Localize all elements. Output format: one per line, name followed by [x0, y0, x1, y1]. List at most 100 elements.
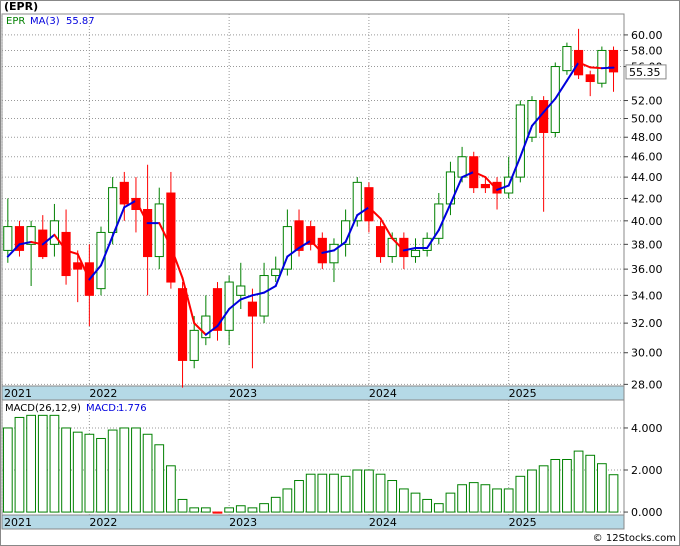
- x-tick-label: 2024: [369, 516, 397, 529]
- x-tick-label: 2022: [89, 387, 117, 400]
- macd-bar: [562, 458, 572, 513]
- candle-body: [212, 288, 223, 331]
- macd-bar: [375, 473, 386, 513]
- price-panel: [1, 13, 625, 387]
- candle-body: [247, 301, 258, 317]
- ma-line: [321, 249, 335, 254]
- macd-bar: [550, 458, 561, 513]
- macd-bar: [26, 414, 36, 513]
- macd-bar: [457, 484, 467, 513]
- macd-bar: [329, 473, 339, 513]
- candle-body: [49, 220, 59, 245]
- candle-body: [259, 275, 269, 317]
- ma-line: [216, 308, 231, 328]
- candle-body: [422, 237, 432, 251]
- y-tick-label: 40.00: [631, 215, 663, 228]
- ma-line: [565, 61, 580, 82]
- legend-entry: EPR: [6, 16, 25, 27]
- candle-body: [166, 192, 176, 283]
- macd-bar: [294, 480, 304, 513]
- ma-line: [263, 284, 277, 294]
- candle-body: [189, 329, 199, 361]
- candle-body: [14, 226, 25, 251]
- ma-line: [123, 199, 137, 209]
- y-tick-label: 48.00: [631, 131, 663, 144]
- candle-body: [317, 237, 327, 264]
- macd-bar: [14, 416, 25, 513]
- ma-line: [76, 253, 91, 281]
- macd-bar: [433, 503, 444, 513]
- macd-bar: [364, 469, 374, 513]
- candle-body: [282, 226, 292, 270]
- x-tick-label: 2025: [509, 387, 537, 400]
- macd-bar: [166, 465, 176, 513]
- legend-entry: MA(3): [30, 16, 60, 27]
- ma-line: [542, 97, 557, 114]
- ma-line: [111, 206, 126, 237]
- y-tick-label: 36.00: [631, 263, 663, 276]
- candle-body: [271, 268, 281, 277]
- ma-line: [169, 245, 184, 280]
- macd-bar: [468, 482, 479, 513]
- macd-bar: [119, 427, 130, 513]
- ma-line: [379, 217, 394, 240]
- macd-bar: [247, 507, 258, 513]
- y-tick-label: 30.00: [631, 347, 663, 360]
- y-tick-label: 4.000: [631, 422, 663, 435]
- macd-bar: [189, 507, 200, 513]
- macd-bar: [37, 414, 48, 513]
- footer: © 12Stocks.com: [593, 533, 676, 544]
- y-tick-label: 42.00: [631, 192, 663, 205]
- price-box: [625, 64, 667, 80]
- macd-bar: [422, 498, 433, 513]
- macd-bar: [212, 511, 223, 514]
- ma-line: [274, 255, 289, 287]
- macd-bar: [305, 473, 316, 513]
- x-tick-label: 2021: [4, 516, 32, 529]
- candle-body: [364, 187, 374, 222]
- y-tick-label: 32.00: [631, 317, 663, 330]
- candle-body: [480, 183, 490, 189]
- macd-bar: [585, 454, 596, 513]
- macd-bar: [282, 488, 293, 513]
- ma-line: [402, 246, 417, 252]
- chart-title: (EPR): [4, 0, 38, 13]
- ma-line: [589, 66, 603, 70]
- macd-bar: [597, 463, 607, 513]
- y-tick-label: 0.000: [631, 506, 663, 519]
- candle-body: [527, 100, 537, 138]
- candle-body: [515, 104, 525, 178]
- candle-body: [562, 46, 572, 72]
- macd-bar: [527, 469, 537, 513]
- x-tick-label: 2023: [229, 516, 257, 529]
- ma-line: [519, 124, 533, 158]
- ma-line: [367, 206, 382, 220]
- candle-body: [585, 74, 595, 83]
- ma-line: [6, 243, 21, 258]
- macd-bar: [492, 488, 502, 513]
- legend-entry: MACD(26,12,9): [5, 403, 81, 414]
- macd-bar: [61, 427, 71, 513]
- ma-line: [437, 202, 452, 232]
- x-tick-label: 2023: [229, 387, 257, 400]
- macd-bar: [480, 484, 491, 513]
- ma-line: [158, 222, 172, 248]
- ma-line: [286, 246, 301, 258]
- macd-bar: [352, 469, 363, 513]
- candle-body: [375, 226, 386, 258]
- ma-line: [100, 234, 114, 267]
- legend-value: 1.776: [118, 403, 147, 414]
- ma-line: [41, 233, 56, 246]
- macd-bar: [107, 429, 118, 513]
- macd-bar: [200, 507, 211, 513]
- macd-bar: [573, 450, 584, 513]
- candle-body: [294, 220, 304, 251]
- candle-body: [597, 49, 607, 84]
- macd-bar: [387, 480, 398, 513]
- candle-body: [108, 187, 118, 233]
- macd-bar: [515, 475, 526, 513]
- macd-bar: [142, 433, 153, 513]
- candle-body: [236, 285, 246, 296]
- macd-bar: [317, 473, 328, 513]
